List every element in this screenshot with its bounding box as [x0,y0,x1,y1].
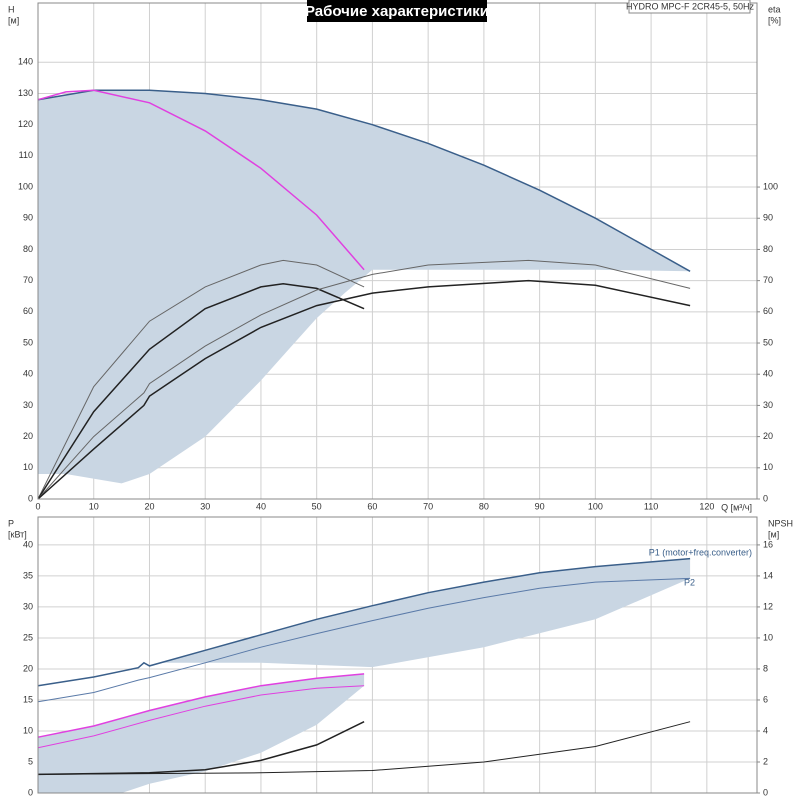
curve [37,721,365,776]
x-tick-label: 10 [89,501,99,511]
y-tick-label: 40 [23,369,33,379]
y-label: H [8,4,15,14]
curve [37,89,691,272]
y-unit: [кВт] [8,529,27,539]
x-tick-label: 110 [644,501,658,511]
y2-tick-label: 0 [763,493,768,503]
curve [37,283,365,500]
x-tick-label: 100 [588,501,603,511]
y2-tick-label: 8 [763,663,768,673]
y-tick-label: 100 [18,181,33,191]
y2-tick-label: 0 [763,787,768,797]
operating-area [38,90,691,484]
y-tick-label: 10 [23,462,33,472]
y2-tick-label: 20 [763,431,773,441]
curve [37,577,691,703]
curve [37,673,365,738]
y2-tick-label: 80 [763,244,773,254]
x-tick-label: 40 [256,501,266,511]
y2-tick-label: 50 [763,337,773,347]
y-tick-label: 90 [23,213,33,223]
x-tick-label: 30 [200,501,210,511]
x-tick-label: 70 [423,501,433,511]
y2-tick-label: 14 [763,570,773,580]
curve [37,685,365,749]
curve [37,259,691,500]
y-tick-label: 5 [28,756,33,766]
y2-tick-label: 90 [763,213,773,223]
x-tick-label: 20 [144,501,154,511]
x-tick-label: 0 [35,501,40,511]
y2-tick-label: 10 [763,462,773,472]
curve [37,259,365,500]
model-label: HYDRO MPC-F 2CR45-5, 50Hz [626,1,755,11]
y-tick-label: 130 [18,88,33,98]
operating-area [38,673,365,793]
y-tick-label: 15 [23,694,33,704]
y2-tick-label: 70 [763,275,773,285]
y-tick-label: 60 [23,306,33,316]
curve-label: P1 (motor+freq.converter) [649,547,752,557]
y-tick-label: 80 [23,244,33,254]
title-box [307,0,487,22]
curve [37,279,691,500]
y-tick-label: 140 [18,57,33,67]
y-tick-label: 40 [23,539,33,549]
curve [37,557,691,687]
x-tick-label: 50 [312,501,322,511]
y2-tick-label: 100 [763,181,778,191]
x-tick-label: 80 [479,501,489,511]
curve [37,89,365,271]
y2-tick-label: 16 [763,539,773,549]
chart-title: Рабочие характеристики [305,3,489,20]
y2-tick-label: 12 [763,601,773,611]
curve [37,721,691,775]
y-tick-label: 0 [28,493,33,503]
y-tick-label: 0 [28,787,33,797]
y-tick-label: 25 [23,632,33,642]
y-label: P [8,518,14,528]
x-tick-label: 90 [535,501,545,511]
y-tick-label: 50 [23,337,33,347]
y-tick-label: 70 [23,275,33,285]
y2-tick-label: 30 [763,400,773,410]
y-tick-label: 30 [23,601,33,611]
y-tick-label: 110 [19,150,33,160]
y-tick-label: 120 [18,119,33,129]
y-tick-label: 30 [23,400,33,410]
curve-label: P2 [684,577,695,587]
y2-tick-label: 4 [763,725,768,735]
plot-frame [37,516,758,794]
y2-tick-label: 6 [763,694,768,704]
model-box [628,0,751,14]
y-tick-label: 10 [23,725,33,735]
x-tick-label: 60 [367,501,377,511]
y2-label: NPSH [768,518,793,528]
y2-tick-label: 10 [763,632,773,642]
x-tick-label: 120 [699,501,714,511]
y2-unit: [%] [768,15,781,25]
y2-tick-label: 60 [763,306,773,316]
y2-tick-label: 40 [763,369,773,379]
y-tick-label: 20 [23,431,33,441]
y2-label: eta [768,4,781,14]
y2-unit: [м] [768,529,779,539]
y-tick-label: 20 [23,663,33,673]
x-label: Q [м³/ч] [721,502,752,512]
y2-tick-label: 2 [763,756,768,766]
y-tick-label: 35 [23,570,33,580]
y-unit: [м] [8,15,19,25]
operating-area [160,558,691,668]
